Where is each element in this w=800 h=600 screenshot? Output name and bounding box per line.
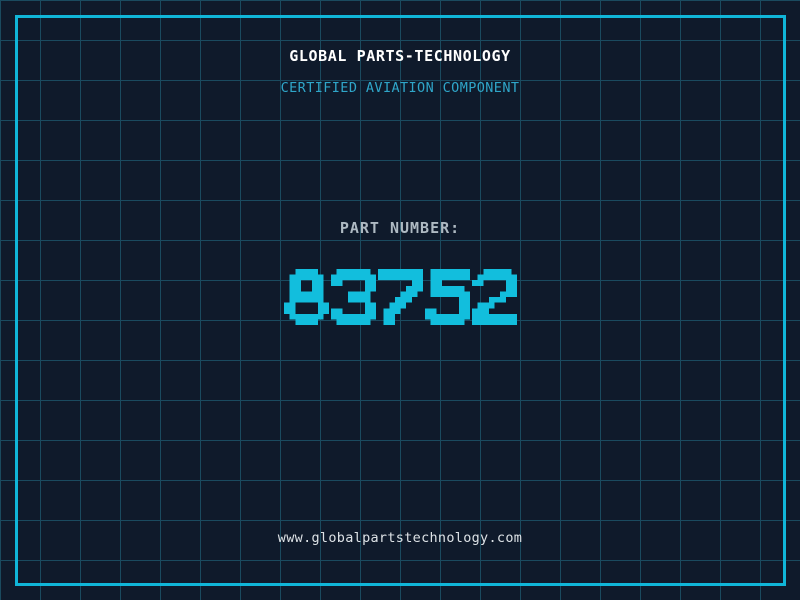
certification-subtitle: CERTIFIED AVIATION COMPONENT <box>280 80 520 96</box>
part-number-value <box>0 265 800 329</box>
website-url: www.globalpartstechnology.com <box>277 530 523 546</box>
part-number-label: PART NUMBER: <box>339 219 461 237</box>
company-title: GLOBAL PARTS-TECHNOLOGY <box>289 47 511 65</box>
